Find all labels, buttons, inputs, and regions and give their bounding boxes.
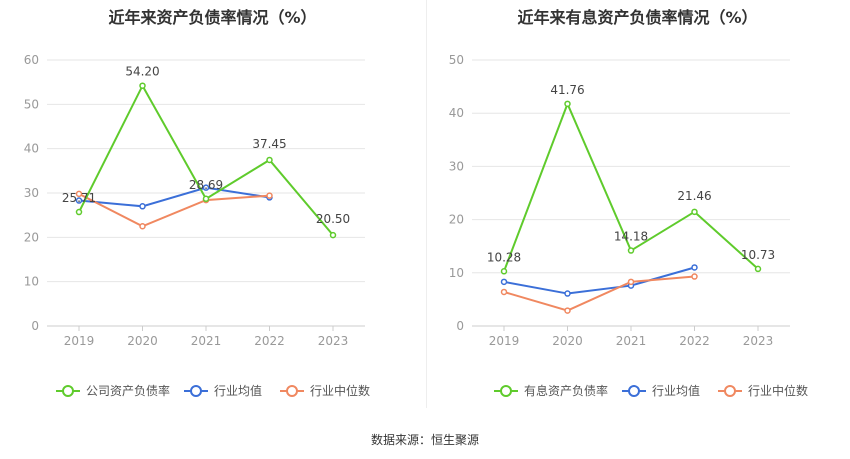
x-tick-label: 2023 <box>318 334 349 348</box>
data-point[interactable] <box>627 247 635 254</box>
series-line <box>78 192 270 228</box>
legend-swatch-marker <box>62 385 74 397</box>
legend-entry[interactable]: 公司资产负债率 <box>86 383 170 398</box>
y-tick-label: 0 <box>456 319 464 333</box>
y-tick-label: 10 <box>449 266 464 280</box>
data-point[interactable] <box>564 307 571 314</box>
data-point[interactable] <box>139 203 146 210</box>
y-tick-label: 50 <box>24 97 39 111</box>
legend-swatch-marker <box>286 385 298 397</box>
data-point[interactable] <box>202 195 210 203</box>
data-label: 28.69 <box>189 178 223 192</box>
data-label: 10.28 <box>487 250 521 264</box>
legend-entry[interactable]: 行业均值 <box>214 383 262 398</box>
chart-title-left: 近年来资产负债率情况（%） <box>108 8 317 27</box>
series-line <box>78 186 270 208</box>
legend-swatch-marker <box>190 385 202 397</box>
data-point[interactable] <box>691 208 698 216</box>
y-tick-label: 20 <box>24 230 39 244</box>
series-line <box>503 275 695 312</box>
data-label: 21.46 <box>677 189 711 203</box>
data-point[interactable] <box>266 192 273 199</box>
data-label: 10.73 <box>741 248 775 262</box>
legend-swatch-marker <box>500 385 512 397</box>
y-tick-label: 30 <box>449 159 464 173</box>
y-tick-label: 30 <box>24 186 39 200</box>
x-tick-label: 2023 <box>743 334 774 348</box>
data-point[interactable] <box>500 288 508 296</box>
chart-panel-left: 近年来资产负债率情况（%） 0 10 20 30 40 50 60 2019 2020 2021 2… <box>0 0 425 410</box>
x-tick-label: 2020 <box>127 334 158 348</box>
data-point[interactable] <box>627 278 635 286</box>
series-line <box>503 266 695 295</box>
data-point[interactable] <box>202 184 210 191</box>
data-label: 54.20 <box>125 65 159 79</box>
data-point[interactable] <box>266 156 273 164</box>
y-tick-label: 20 <box>449 213 464 227</box>
legend-swatch-marker <box>628 385 640 397</box>
x-tick-label: 2019 <box>64 334 95 348</box>
x-tick-label: 2022 <box>679 334 710 348</box>
y-tick-label: 10 <box>24 275 39 289</box>
data-point[interactable] <box>500 268 508 275</box>
y-tick-label: 40 <box>449 106 464 120</box>
data-label: 41.76 <box>550 83 584 97</box>
legend-swatch-marker <box>724 385 736 397</box>
chart-title-right: 近年来有息资产负债率情况（%） <box>517 8 758 27</box>
data-label: 37.45 <box>252 137 286 151</box>
legend-entry[interactable]: 行业均值 <box>652 383 700 398</box>
x-tick-label: 2020 <box>552 334 583 348</box>
legend-entry[interactable]: 行业中位数 <box>310 383 370 398</box>
y-tick-label: 40 <box>24 142 39 156</box>
legend-entry[interactable]: 行业中位数 <box>748 383 808 398</box>
x-tick-label: 2021 <box>616 334 647 348</box>
x-tick-label: 2021 <box>191 334 222 348</box>
data-point[interactable] <box>329 231 337 239</box>
y-tick-label: 0 <box>31 319 39 333</box>
line-chart-right: 0 10 20 30 40 50 2019 2020 2021 2022 2023 10.28 41.7… <box>449 53 808 398</box>
data-label: 14.18 <box>614 230 648 244</box>
panel-divider <box>426 0 427 408</box>
data-point[interactable] <box>691 264 698 271</box>
data-point[interactable] <box>564 290 571 297</box>
legend-entry[interactable]: 有息资产负债率 <box>524 383 608 398</box>
data-point[interactable] <box>75 190 83 198</box>
data-label: 25.71 <box>62 191 96 205</box>
data-point[interactable] <box>75 197 83 204</box>
data-point[interactable] <box>691 273 698 280</box>
y-tick-label: 60 <box>24 53 39 67</box>
series-line <box>503 101 759 272</box>
data-point[interactable] <box>75 208 83 216</box>
data-point[interactable] <box>754 265 762 273</box>
line-chart-left: 0 10 20 30 40 50 60 2019 2020 2021 2022 2023 25.71 54… <box>24 53 370 398</box>
y-tick-label: 50 <box>449 53 464 67</box>
data-source-footer: 数据来源：恒生聚源 <box>370 433 479 447</box>
chart-panel-right: 近年来有息资产负债率情况（%） 0 10 20 30 40 50 2019 2020 2021 2… <box>425 0 850 410</box>
data-point[interactable] <box>139 82 146 89</box>
data-label: 20.50 <box>316 212 350 226</box>
data-point[interactable] <box>564 100 571 108</box>
x-tick-label: 2019 <box>489 334 520 348</box>
data-point[interactable] <box>500 278 508 286</box>
data-point[interactable] <box>139 223 146 230</box>
x-tick-label: 2022 <box>254 334 285 348</box>
